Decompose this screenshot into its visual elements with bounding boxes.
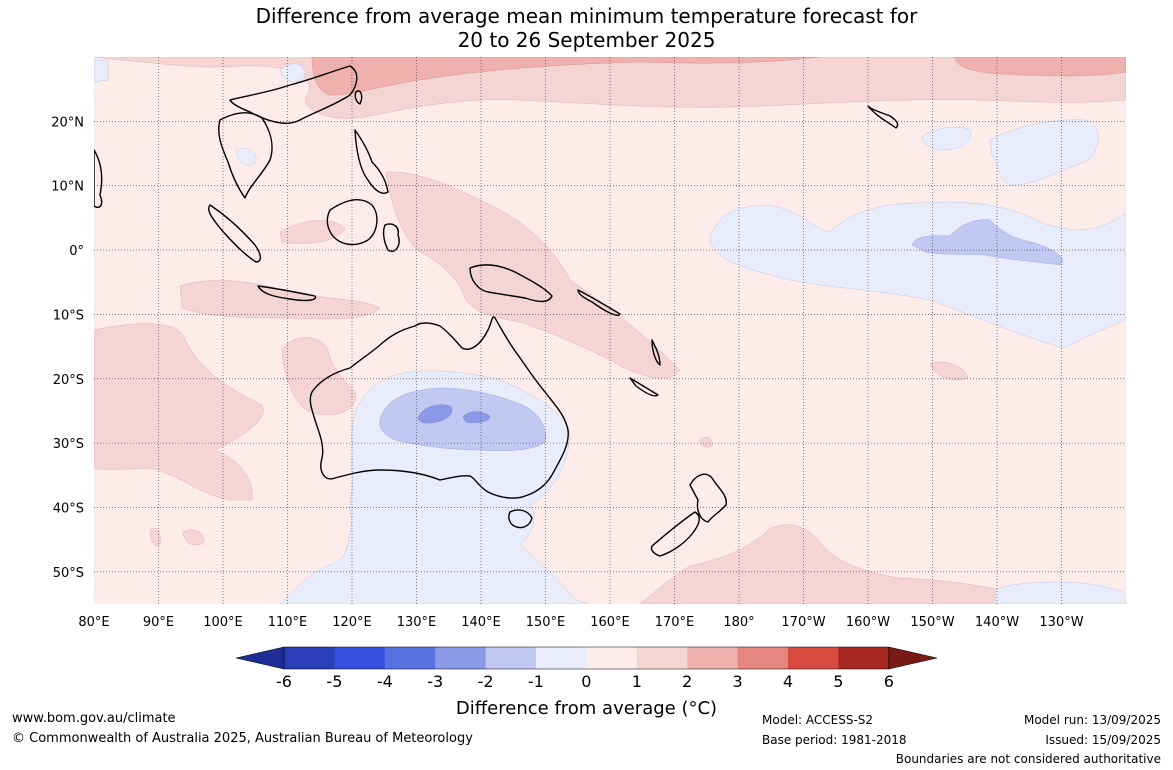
graticule [94, 57, 1126, 604]
colorbar-swatch [334, 647, 386, 669]
australia-coastline [309, 316, 569, 499]
taiwan-coastline [354, 90, 363, 105]
map-title-line-2: 20 to 26 September 2025 [457, 28, 716, 52]
colorbar-swatch [536, 647, 587, 669]
colorbar-tick-label: -6 [276, 672, 292, 691]
sulawesi-coastline [382, 223, 400, 252]
map-fields [94, 57, 1126, 604]
base-period: Base period: 1981-2018 [762, 733, 907, 747]
colorbar-swatch [636, 647, 688, 669]
latitude-label: 10°N [51, 180, 84, 195]
longitude-label: 160°E [590, 615, 630, 630]
solomon-islands-coastline [577, 289, 621, 316]
india-coastline [94, 149, 103, 209]
longitude-label: 170°E [655, 615, 695, 630]
copyright-text: © Commonwealth of Australia 2025, Austra… [12, 731, 473, 746]
map-title-line-1: Difference from average mean minimum tem… [255, 4, 918, 28]
longitude-label: 130°W [1039, 615, 1083, 630]
longitude-label: 80°E [78, 615, 109, 630]
colorbar-tick-label: 2 [682, 672, 692, 691]
philippines-coastline [354, 129, 389, 194]
china-coastline [229, 65, 358, 124]
hawaii-coastline [867, 105, 899, 129]
colorbar-tick-label: 4 [783, 672, 793, 691]
forecast-map: 80°E 90°E 100°E 110°E 120°E 130°E 140°E 150°E 16… [51, 57, 1126, 691]
longitude-label: 110°E [268, 615, 308, 630]
latitude-label: 20°N [51, 115, 84, 130]
colorbar-max-arrow [888, 646, 938, 670]
colorbar-min-arrow [235, 646, 285, 670]
longitude-label: 170°W [781, 615, 825, 630]
colorbar-tick-label: 0 [581, 672, 591, 691]
colorbar-tick-label: 3 [733, 672, 743, 691]
new-caledonia-coastline [629, 377, 659, 397]
colorbar-tick-label: 5 [833, 672, 843, 691]
colorbar-swatch [687, 647, 739, 669]
tasmania-coastline [508, 509, 533, 529]
latitude-label: 10°S [53, 308, 84, 323]
vanuatu-coastline [651, 339, 661, 366]
model-name: Model: ACCESS-S2 [762, 713, 874, 727]
longitude-label: 140°W [975, 615, 1019, 630]
longitude-label: 150°E [526, 615, 566, 630]
boundary-disclaimer: Boundaries are not considered authoritat… [895, 752, 1161, 766]
java-coastline [257, 285, 317, 302]
colorbar-swatch [788, 647, 839, 669]
latitude-label: 50°S [53, 566, 84, 581]
issued-date: Issued: 15/09/2025 [1045, 733, 1161, 747]
borneo-coastline [326, 198, 378, 246]
colorbar [235, 646, 938, 670]
colorbar-swatch [586, 647, 638, 669]
colorbar-swatch [435, 647, 487, 669]
longitude-labels: 80°E 90°E 100°E 110°E 120°E 130°E 140°E 150°E 16… [78, 615, 1083, 630]
longitude-label: 140°E [461, 615, 501, 630]
anomaly-minus2-to-minus1-regions [379, 219, 1063, 451]
longitude-label: 90°E [143, 615, 174, 630]
colorbar-tick-label: -3 [427, 672, 443, 691]
colorbar-label: Difference from average (°C) [455, 698, 718, 719]
longitude-label: 180° [723, 615, 754, 630]
new-zealand-south-coastline [650, 511, 700, 557]
new-guinea-coastline [469, 264, 553, 303]
latitude-label: 40°S [53, 501, 84, 516]
new-zealand-north-coastline [689, 473, 727, 523]
colorbar-swatch [737, 647, 789, 669]
colorbar-outline [283, 646, 890, 670]
colorbar-tick-label: 6 [884, 672, 894, 691]
coastlines [94, 65, 899, 557]
latitude-label: 30°S [53, 437, 84, 452]
colorbar-swatch [284, 647, 335, 669]
longitude-label: 120°E [332, 615, 372, 630]
latitude-label: 20°S [53, 373, 84, 388]
colorbar-tick-label: -4 [377, 672, 393, 691]
bom-website-link[interactable]: www.bom.gov.au/climate [12, 711, 176, 726]
longitude-label: 150°W [910, 615, 954, 630]
colorbar-tick-label: 1 [632, 672, 642, 691]
longitude-label: 160°W [846, 615, 890, 630]
colorbar-swatch [384, 647, 436, 669]
anomaly-minus3-to-minus2-regions [417, 404, 491, 424]
colorbar-tick-label: -5 [326, 672, 342, 691]
colorbar-swatch [485, 647, 537, 669]
anomaly-plus2-to-plus3-regions [311, 57, 1126, 96]
colorbar-tick-labels: -6 -5 -4 -3 -2 -1 0 1 2 3 4 5 6 [276, 672, 894, 691]
model-run-date: Model run: 13/09/2025 [1023, 713, 1161, 727]
colorbar-tick-label: -1 [528, 672, 544, 691]
sumatra-coastline [208, 204, 262, 263]
latitude-labels: 20°N 10°N 0° 10°S 20°S 30°S 40°S 50°S [51, 115, 84, 580]
longitude-label: 100°E [203, 615, 243, 630]
colorbar-swatch [838, 647, 890, 669]
colorbar-tick-label: -2 [478, 672, 494, 691]
latitude-label: 0° [69, 244, 84, 259]
longitude-label: 130°E [397, 615, 437, 630]
